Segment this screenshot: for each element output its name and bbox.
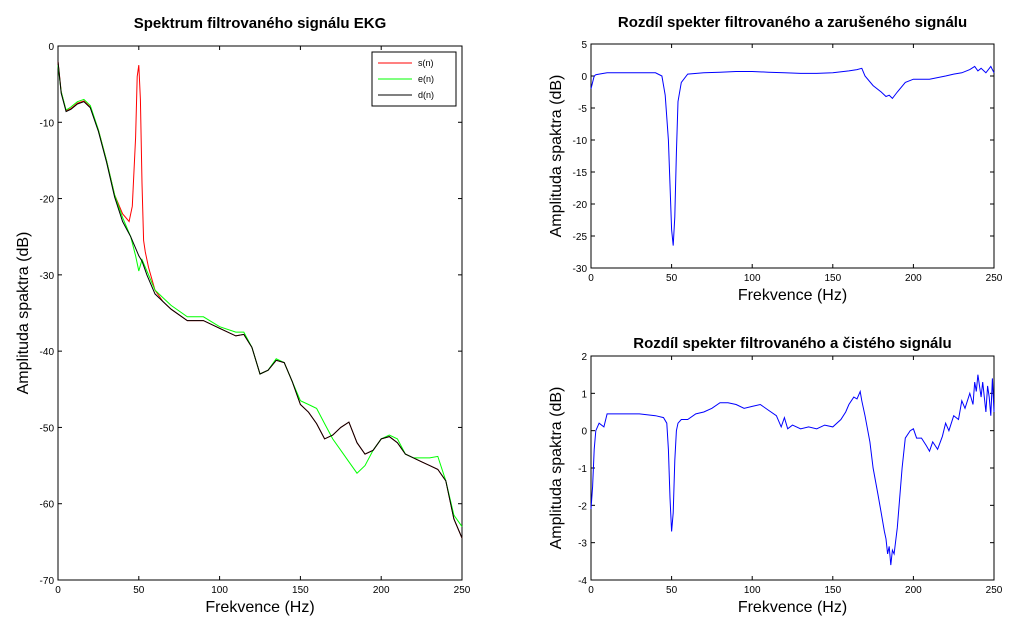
chart1-ytick-label: 0 bbox=[48, 42, 54, 53]
chart2-xlabel: Frekvence (Hz) bbox=[738, 287, 847, 304]
chart1-ylabel: Amplituda spaktra (dB) bbox=[15, 232, 32, 395]
chart1-ytick-label: -40 bbox=[40, 347, 55, 358]
chart2-ylabel: Amplituda spaktra (dB) bbox=[548, 75, 565, 238]
chart2-ytick-label: -25 bbox=[573, 232, 588, 243]
chart1-legend-label: d(n) bbox=[418, 90, 434, 100]
chart3-ytick-label: -4 bbox=[578, 576, 587, 587]
chart2-xtick-label: 250 bbox=[986, 273, 1003, 284]
chart3-xtick-label: 100 bbox=[744, 585, 761, 596]
chart2-xtick-label: 50 bbox=[666, 273, 678, 284]
chart3-ylabel: Amplituda spaktra (dB) bbox=[548, 387, 565, 550]
chart3-ytick-label: -1 bbox=[578, 464, 587, 475]
chart2-title: Rozdíl spekter filtrovaného a zarušeného… bbox=[618, 14, 967, 31]
chart1-legend-label: s(n) bbox=[418, 58, 434, 68]
chart1-ytick-label: -20 bbox=[40, 195, 55, 206]
chart2-ytick-label: -5 bbox=[578, 104, 587, 115]
chart1-xtick-label: 0 bbox=[55, 585, 61, 596]
chart3-title: Rozdíl spekter filtrovaného a čistého si… bbox=[633, 335, 951, 352]
chart1-axes-box bbox=[57, 45, 463, 581]
chart1-xtick-label: 50 bbox=[133, 585, 145, 596]
chart2-xtick-label: 200 bbox=[905, 273, 922, 284]
chart2-ytick-label: -30 bbox=[573, 264, 588, 275]
chart2-ytick-label: 0 bbox=[581, 72, 587, 83]
chart2-axes-box bbox=[590, 43, 995, 269]
chart1-ytick-label: -50 bbox=[40, 423, 55, 434]
chart3-xtick-label: 0 bbox=[588, 585, 594, 596]
chart3-xlabel: Frekvence (Hz) bbox=[738, 599, 847, 616]
chart3-series-line-line bbox=[590, 374, 995, 566]
chart1-ytick-label: -10 bbox=[40, 118, 55, 129]
chart1-title: Spektrum filtrovaného signálu EKG bbox=[134, 15, 387, 32]
chart1-xtick-label: 200 bbox=[373, 585, 390, 596]
chart3-ytick-label: -2 bbox=[578, 501, 587, 512]
chart3-ytick-label: 2 bbox=[581, 352, 587, 363]
chart1-legend-label: e(n) bbox=[418, 74, 434, 84]
chart2-xtick-label: 100 bbox=[744, 273, 761, 284]
chart1-xtick-label: 250 bbox=[454, 585, 471, 596]
chart2-ytick-label: -15 bbox=[573, 168, 588, 179]
chart1-xtick-label: 150 bbox=[292, 585, 309, 596]
chart1-xlabel: Frekvence (Hz) bbox=[205, 599, 314, 616]
chart1-ytick-label: -30 bbox=[40, 271, 55, 282]
chart3-axes-box bbox=[590, 355, 995, 581]
chart3-ytick-label: 1 bbox=[581, 389, 587, 400]
chart2-ytick-label: 5 bbox=[581, 40, 587, 51]
chart1-ytick-label: -60 bbox=[40, 500, 55, 511]
chart1-xtick-label: 100 bbox=[211, 585, 228, 596]
chart3-ytick-label: 0 bbox=[581, 427, 587, 438]
chart2-ytick-label: -10 bbox=[573, 136, 588, 147]
chart1-series-dn-line bbox=[57, 61, 463, 539]
chart2-series-line-line bbox=[590, 65, 995, 246]
chart1-ytick-label: -70 bbox=[40, 576, 55, 587]
chart2-xtick-label: 150 bbox=[824, 273, 841, 284]
chart3-xtick-label: 50 bbox=[666, 585, 678, 596]
chart2-ytick-label: -20 bbox=[573, 200, 588, 211]
chart3-xtick-label: 200 bbox=[905, 585, 922, 596]
chart2-xtick-label: 0 bbox=[588, 273, 594, 284]
chart3-xtick-label: 150 bbox=[824, 585, 841, 596]
chart3-xtick-label: 250 bbox=[986, 585, 1003, 596]
chart3-ytick-label: -3 bbox=[578, 539, 587, 550]
